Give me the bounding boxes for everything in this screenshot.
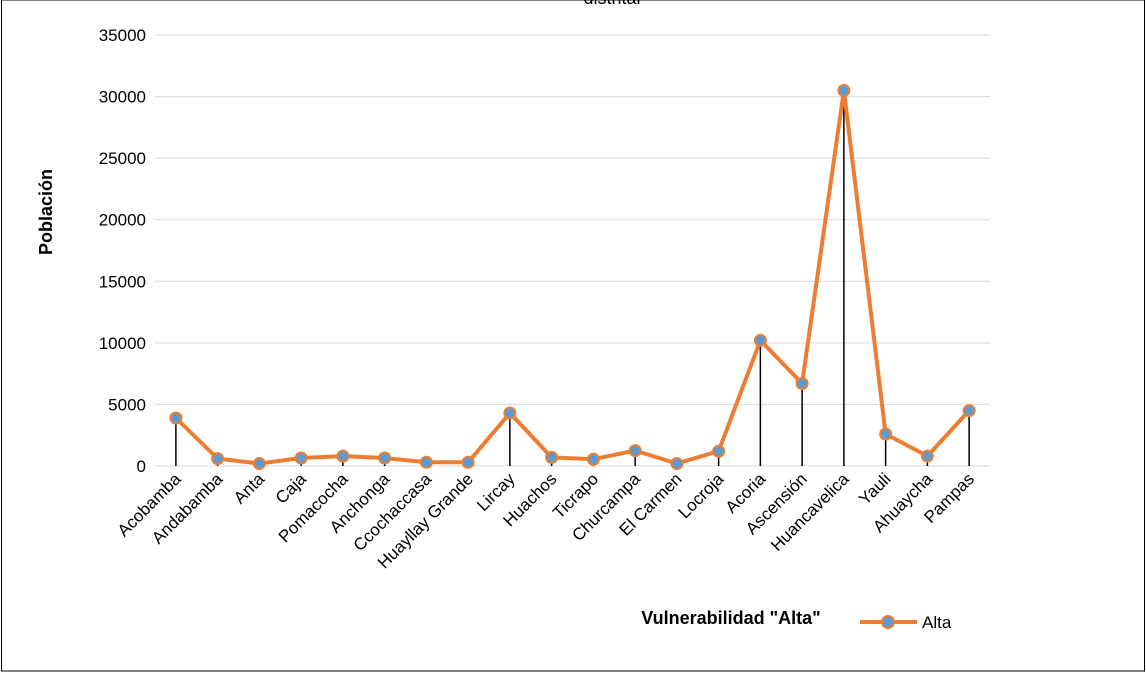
y-tick-label: 10000 (99, 334, 146, 353)
y-axis-ticks: 0 5000 10000 15000 20000 25000 30000 35000 (99, 26, 146, 476)
data-points (169, 83, 976, 471)
legend-marker (881, 615, 895, 629)
data-point (503, 406, 517, 420)
y-tick-label: 30000 (99, 88, 146, 107)
data-point (795, 376, 809, 390)
data-point (419, 455, 433, 469)
data-point (294, 451, 308, 465)
data-point (712, 444, 726, 458)
data-point (670, 457, 684, 471)
y-tick-label: 5000 (108, 395, 146, 414)
gridlines (155, 34, 990, 467)
chart-title: distrital (583, 0, 640, 8)
y-axis-title: Población (36, 169, 56, 255)
series-line (174, 88, 971, 466)
y-tick-label: 25000 (99, 149, 146, 168)
data-point (211, 452, 225, 466)
y-tick-label: 15000 (99, 272, 146, 291)
data-point (586, 452, 600, 466)
data-point (252, 457, 266, 471)
y-tick-label: 35000 (99, 26, 146, 45)
data-point (920, 449, 934, 463)
data-point (962, 404, 976, 418)
data-point (837, 83, 851, 97)
data-point (169, 411, 183, 425)
data-point (545, 450, 559, 464)
data-point (753, 333, 767, 347)
data-point (336, 449, 350, 463)
x-axis-title: Vulnerabilidad "Alta" (641, 608, 820, 628)
series-line-alta (174, 88, 971, 466)
y-tick-label: 20000 (99, 211, 146, 230)
legend: Alta (860, 613, 952, 632)
data-point (378, 451, 392, 465)
legend-label: Alta (922, 613, 952, 632)
data-point (461, 455, 475, 469)
data-point (879, 427, 893, 441)
y-tick-label: 0 (137, 457, 146, 476)
data-point (628, 444, 642, 458)
